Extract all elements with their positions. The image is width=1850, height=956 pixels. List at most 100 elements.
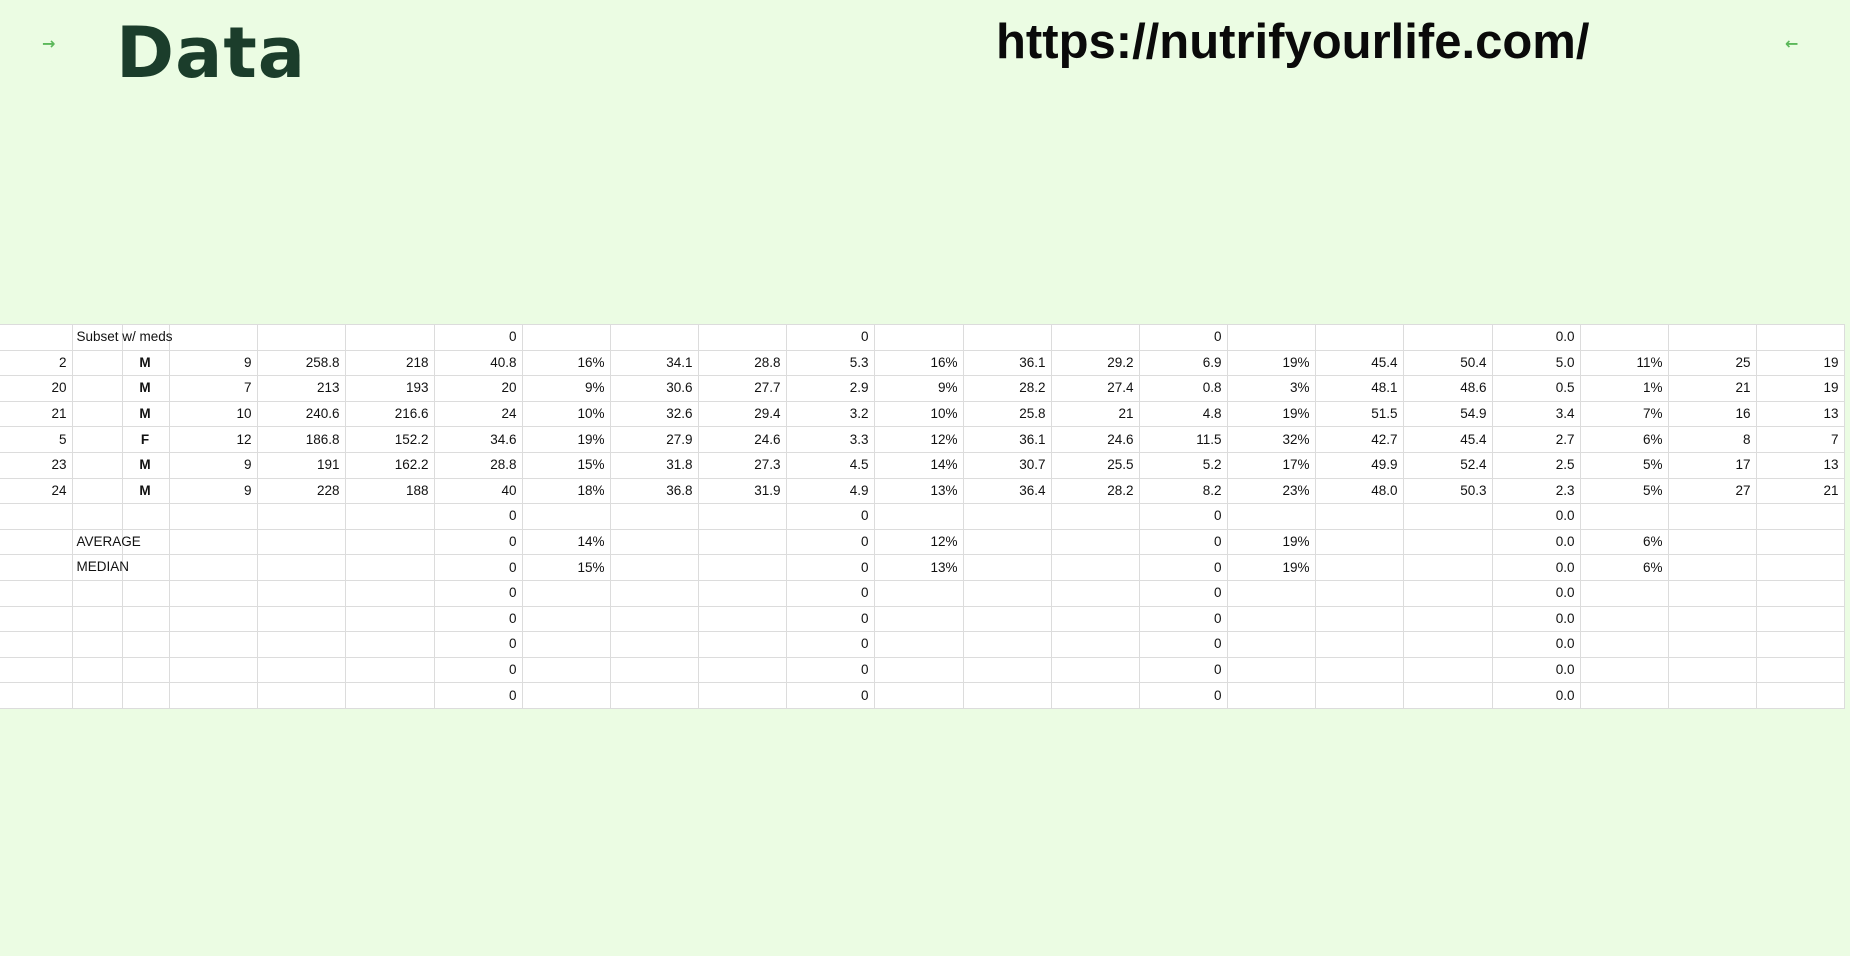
table-cell[interactable] [71,426,123,453]
table-cell[interactable]: 12% [873,528,964,556]
table-cell[interactable] [1755,324,1845,351]
table-cell[interactable]: 14% [521,528,611,556]
table-cell[interactable]: 54.9 [1402,400,1493,428]
table-cell[interactable]: 0 [433,579,523,607]
table-cell[interactable] [1402,631,1493,658]
table-cell[interactable] [873,503,964,530]
table-cell[interactable]: 0.0 [1491,554,1581,581]
table-cell[interactable] [1402,554,1493,581]
table-cell[interactable] [1402,579,1493,607]
table-cell[interactable] [962,656,1052,684]
table-cell[interactable] [521,579,611,607]
table-cell[interactable] [1050,682,1140,709]
table-cell[interactable]: 30.6 [609,375,699,402]
table-cell[interactable]: 188 [344,477,435,505]
table-cell[interactable] [1050,579,1140,607]
table-cell[interactable]: 4.5 [785,451,875,479]
table-cell[interactable] [1755,579,1845,607]
table-cell[interactable]: 27 [1667,477,1757,505]
table-cell[interactable] [0,554,73,581]
table-cell[interactable] [1314,554,1404,581]
table-cell[interactable]: 186.8 [256,426,346,453]
table-cell[interactable] [168,503,258,530]
table-cell[interactable]: 0 [1138,503,1228,530]
table-cell[interactable] [168,682,258,709]
table-cell[interactable]: 0.0 [1491,579,1581,607]
table-cell[interactable]: 19% [1226,400,1316,428]
table-cell[interactable]: 16% [521,349,611,377]
table-cell[interactable]: 28.2 [1050,477,1140,505]
table-cell[interactable]: 32.6 [609,400,699,428]
table-cell[interactable] [1226,324,1316,351]
table-cell[interactable] [344,682,435,709]
table-cell[interactable]: 28.2 [962,375,1052,402]
table-cell[interactable]: 50.4 [1402,349,1493,377]
table-cell[interactable]: 45.4 [1402,426,1493,453]
table-cell[interactable] [609,656,699,684]
table-cell[interactable]: 12% [873,426,964,453]
table-cell[interactable] [962,503,1052,530]
table-cell[interactable] [521,605,611,633]
table-cell[interactable] [1226,682,1316,709]
table-cell[interactable] [168,605,258,633]
table-cell[interactable] [609,503,699,530]
table-cell[interactable] [1050,528,1140,556]
table-cell[interactable]: 152.2 [344,426,435,453]
table-cell[interactable]: 3.2 [785,400,875,428]
table-cell[interactable] [71,400,123,428]
table-cell[interactable]: F [121,426,170,453]
table-cell[interactable] [121,503,170,530]
table-cell[interactable]: 5% [1579,451,1669,479]
table-cell[interactable] [71,682,123,709]
table-cell[interactable] [697,324,787,351]
table-cell[interactable]: 17 [1667,451,1757,479]
table-cell[interactable]: 0.0 [1491,503,1581,530]
table-cell[interactable]: M [121,400,170,428]
table-cell[interactable] [609,605,699,633]
table-cell[interactable] [697,656,787,684]
table-cell[interactable]: 45.4 [1314,349,1404,377]
table-cell[interactable] [1402,324,1493,351]
table-cell[interactable] [1402,528,1493,556]
table-cell[interactable] [344,631,435,658]
table-cell[interactable] [0,682,73,709]
table-cell[interactable]: 23 [0,451,73,479]
table-cell[interactable] [71,503,123,530]
table-cell[interactable]: 52.4 [1402,451,1493,479]
table-cell[interactable]: 0 [433,605,523,633]
table-cell[interactable] [256,631,346,658]
table-cell[interactable]: 21 [0,400,73,428]
table-cell[interactable] [1314,631,1404,658]
table-cell[interactable]: 5.3 [785,349,875,377]
table-cell[interactable] [0,631,73,658]
table-cell[interactable]: 0 [433,528,523,556]
table-cell[interactable]: 24 [0,477,73,505]
table-cell[interactable] [609,631,699,658]
table-cell[interactable]: 0.5 [1491,375,1581,402]
table-cell[interactable] [0,528,73,556]
table-cell[interactable]: 10% [521,400,611,428]
table-cell[interactable] [71,579,123,607]
table-cell[interactable]: 36.4 [962,477,1052,505]
table-cell[interactable] [344,528,435,556]
table-cell[interactable] [121,605,170,633]
table-cell[interactable]: 11.5 [1138,426,1228,453]
table-cell[interactable]: 14% [873,451,964,479]
table-cell[interactable] [873,579,964,607]
table-cell[interactable]: 24.6 [697,426,787,453]
table-cell[interactable]: 10 [168,400,258,428]
table-cell[interactable]: 8.2 [1138,477,1228,505]
table-cell[interactable]: 3% [1226,375,1316,402]
table-cell[interactable] [962,554,1052,581]
table-cell[interactable] [697,631,787,658]
table-cell[interactable]: 10% [873,400,964,428]
table-cell[interactable]: 6% [1579,554,1669,581]
table-cell[interactable] [962,605,1052,633]
table-cell[interactable]: 5.0 [1491,349,1581,377]
table-cell[interactable]: 216.6 [344,400,435,428]
table-cell[interactable]: 13 [1755,400,1845,428]
table-cell[interactable]: 51.5 [1314,400,1404,428]
table-cell[interactable] [1314,579,1404,607]
table-cell[interactable]: 0 [785,528,875,556]
table-cell[interactable]: 27.3 [697,451,787,479]
